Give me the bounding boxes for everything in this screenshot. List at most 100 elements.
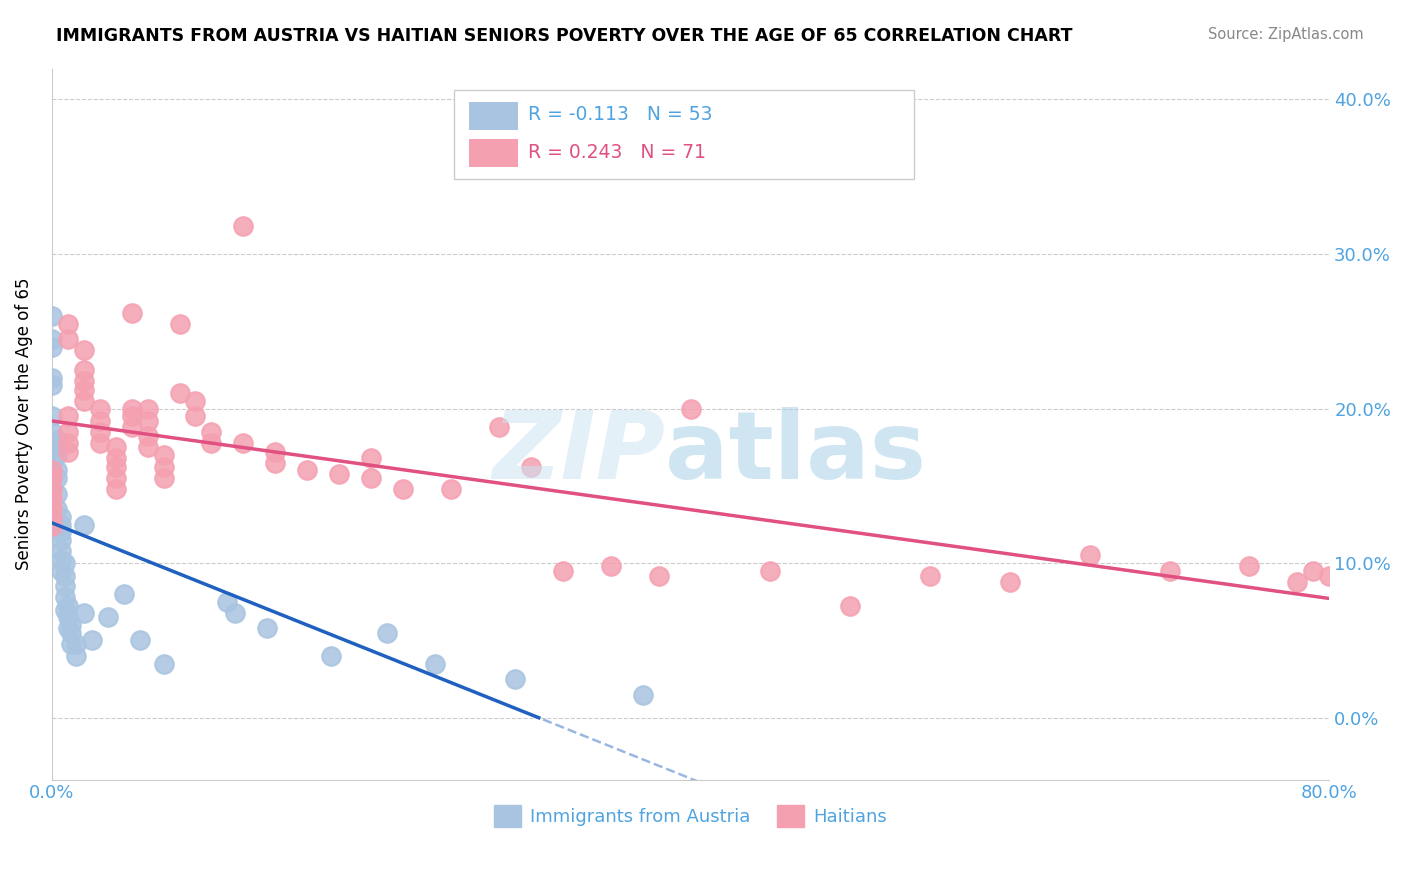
Point [53, 579, 76, 593]
Point [392, 482, 415, 496]
Point [1078, 549, 1101, 563]
Point [41, 332, 63, 346]
Point [73, 343, 96, 357]
Text: ZIP: ZIP [492, 407, 665, 499]
Point [45, 471, 67, 485]
Point [136, 414, 159, 428]
Text: Source: ZipAtlas.com: Source: ZipAtlas.com [1208, 27, 1364, 42]
Point [297, 463, 319, 477]
Point [45, 517, 67, 532]
Point [45, 463, 67, 477]
Point [73, 606, 96, 620]
Point [1286, 574, 1309, 589]
Point [232, 435, 254, 450]
Point [41, 471, 63, 485]
Point [121, 409, 143, 424]
Point [97, 610, 120, 624]
Point [73, 517, 96, 532]
Point [152, 657, 174, 671]
Point [599, 559, 621, 574]
Point [41, 309, 63, 323]
Point [56, 332, 79, 346]
FancyBboxPatch shape [454, 90, 914, 178]
Point [65, 636, 87, 650]
Point [51, 525, 73, 540]
Point [256, 621, 278, 635]
Point [136, 401, 159, 416]
Point [41, 500, 63, 515]
Point [264, 445, 287, 459]
Point [184, 409, 207, 424]
Point [53, 591, 76, 605]
Point [759, 564, 782, 578]
Point [121, 401, 143, 416]
Point [41, 440, 63, 454]
Point [321, 648, 343, 663]
Point [56, 435, 79, 450]
Point [56, 409, 79, 424]
Point [73, 374, 96, 388]
FancyBboxPatch shape [470, 102, 517, 130]
Point [41, 456, 63, 470]
Point [45, 486, 67, 500]
Point [89, 435, 111, 450]
Point [53, 568, 76, 582]
Text: atlas: atlas [665, 407, 927, 499]
Point [121, 306, 143, 320]
Point [59, 636, 82, 650]
Point [112, 587, 135, 601]
Point [41, 425, 63, 439]
Point [918, 568, 941, 582]
Point [232, 219, 254, 234]
Point [423, 657, 446, 671]
Point [440, 482, 463, 496]
Point [104, 451, 127, 466]
Text: IMMIGRANTS FROM AUSTRIA VS HAITIAN SENIORS POVERTY OVER THE AGE OF 65 CORRELATIO: IMMIGRANTS FROM AUSTRIA VS HAITIAN SENIO… [56, 27, 1073, 45]
Point [41, 409, 63, 424]
Point [217, 595, 239, 609]
Point [169, 386, 191, 401]
Point [45, 502, 67, 516]
Point [56, 621, 79, 635]
Point [503, 672, 526, 686]
Point [73, 383, 96, 397]
Point [41, 519, 63, 533]
Point [51, 533, 73, 547]
Point [45, 440, 67, 454]
Point [647, 568, 669, 582]
Point [41, 378, 63, 392]
Point [200, 425, 222, 439]
Y-axis label: Seniors Poverty Over the Age of 65: Seniors Poverty Over the Age of 65 [15, 277, 32, 570]
FancyBboxPatch shape [470, 139, 517, 168]
Point [53, 556, 76, 570]
Point [169, 317, 191, 331]
Point [51, 553, 73, 567]
Point [51, 509, 73, 524]
Point [89, 425, 111, 439]
Point [200, 435, 222, 450]
Point [1159, 564, 1181, 578]
Point [80, 633, 103, 648]
Text: R = 0.243   N = 71: R = 0.243 N = 71 [529, 143, 706, 162]
Point [65, 648, 87, 663]
Point [89, 414, 111, 428]
Point [56, 317, 79, 331]
Point [121, 420, 143, 434]
Point [679, 401, 702, 416]
Point [53, 602, 76, 616]
Point [41, 340, 63, 354]
Point [152, 448, 174, 462]
Point [224, 606, 246, 620]
Point [51, 517, 73, 532]
Point [56, 445, 79, 459]
Point [136, 429, 159, 443]
Point [631, 688, 654, 702]
Point [488, 420, 510, 434]
Point [136, 440, 159, 454]
Point [152, 471, 174, 485]
Point [104, 460, 127, 475]
Point [998, 574, 1021, 589]
Point [104, 482, 127, 496]
Point [41, 482, 63, 496]
Point [41, 491, 63, 506]
